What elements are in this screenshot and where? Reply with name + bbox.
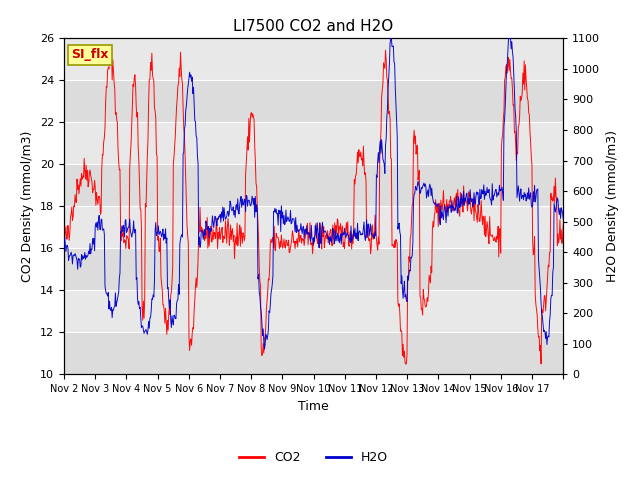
Bar [64, 164, 563, 206]
Bar [64, 122, 563, 164]
Text: SI_flx: SI_flx [72, 48, 109, 61]
Y-axis label: H2O Density (mmol/m3): H2O Density (mmol/m3) [606, 131, 619, 282]
Y-axis label: CO2 Density (mmol/m3): CO2 Density (mmol/m3) [22, 131, 35, 282]
Bar [64, 332, 563, 374]
X-axis label: Time: Time [298, 400, 329, 413]
Bar [64, 206, 563, 249]
Bar [64, 290, 563, 332]
Bar [64, 38, 563, 80]
Title: LI7500 CO2 and H2O: LI7500 CO2 and H2O [234, 20, 394, 35]
Bar [64, 249, 563, 290]
Bar [64, 80, 563, 122]
Legend: CO2, H2O: CO2, H2O [234, 446, 393, 469]
